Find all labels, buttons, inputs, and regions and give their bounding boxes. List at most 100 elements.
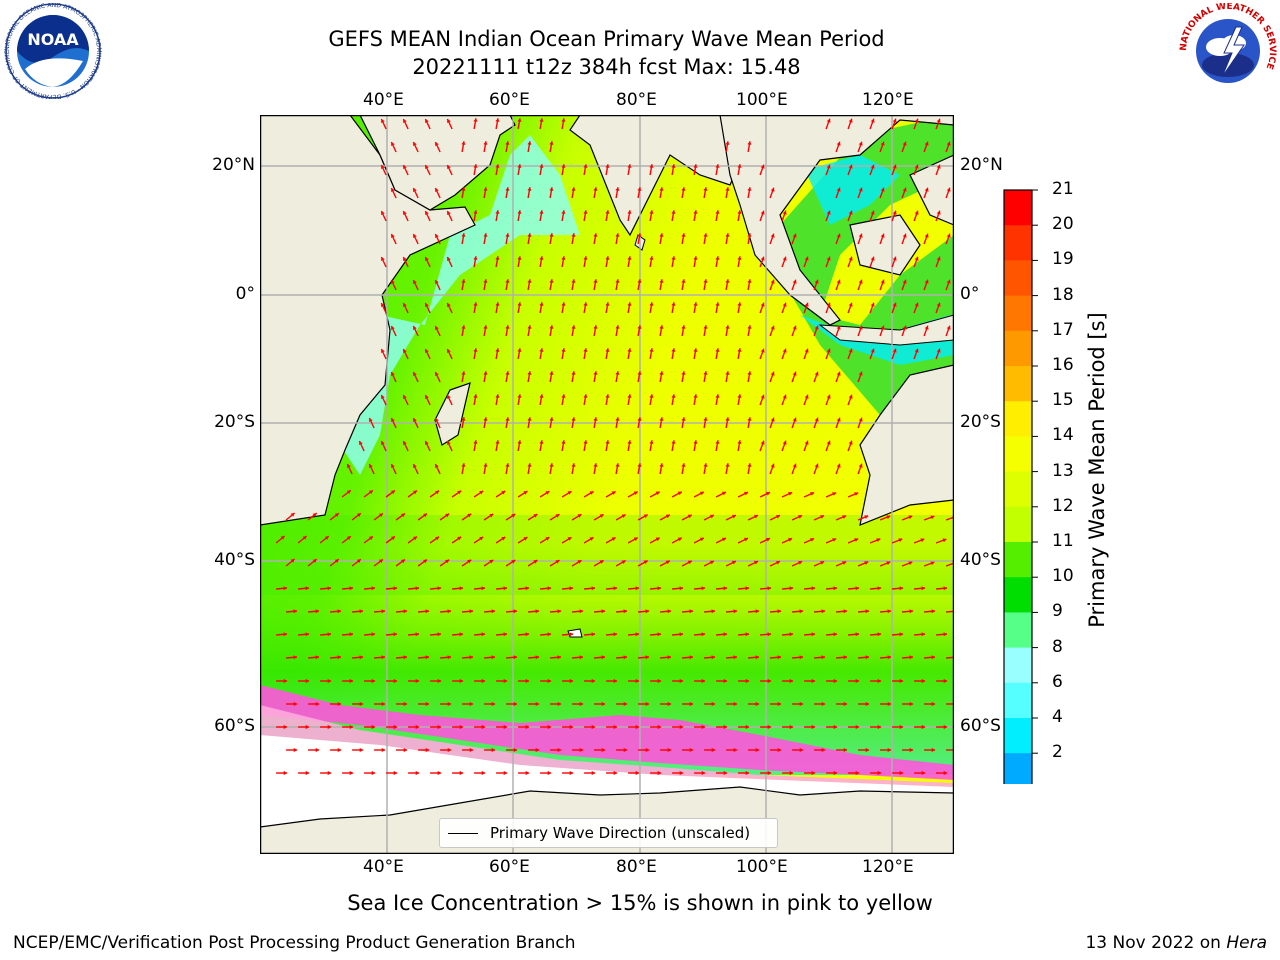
wave-direction-arrowhead (943, 724, 948, 730)
colorbar-segment (1004, 471, 1032, 508)
wave-direction-arrowhead (613, 678, 618, 684)
wave-direction-arrowhead (936, 256, 941, 261)
wave-direction-arrowhead (447, 609, 451, 614)
wave-direction-arrowhead (605, 440, 610, 444)
wave-direction-arrowhead (635, 770, 640, 776)
wave-direction-arrowhead (459, 770, 464, 776)
wave-direction-arrowhead (473, 164, 478, 168)
wave-direction-arrowhead (921, 678, 926, 684)
wave-direction-arrowhead (459, 678, 464, 684)
wave-direction-arrowhead (491, 655, 495, 660)
wave-direction-arrowhead (615, 325, 620, 329)
wave-direction-arrowhead (820, 561, 825, 565)
wave-direction-arrowhead (821, 609, 825, 614)
wave-direction-arrowhead (527, 463, 532, 467)
wave-direction-arrowhead (832, 492, 837, 496)
wave-direction-arrowhead (777, 609, 781, 614)
wave-direction-arrowhead (798, 561, 803, 565)
wave-direction-arrowhead (334, 513, 339, 517)
wave-direction-arrowhead (792, 417, 797, 422)
wave-direction-arrowhead (703, 325, 708, 329)
noaa-logo: NATIONAL OCEANIC AND ATMOSPHERIC ADMINIS… (3, 3, 102, 99)
wave-direction-arrowhead (423, 559, 427, 564)
wave-direction-arrowhead (593, 279, 598, 283)
wave-direction-arrowhead (777, 747, 782, 753)
wave-direction-arrowhead (679, 678, 684, 684)
wave-direction-arrowhead (667, 701, 672, 707)
colorbar-segment (1004, 295, 1032, 332)
wave-direction-arrowhead (391, 372, 395, 376)
wave-direction-arrow (946, 610, 954, 613)
wave-direction-arrowhead (914, 164, 919, 169)
wave-direction-arrowhead (337, 655, 341, 660)
wave-direction-arrowhead (723, 632, 727, 637)
wave-direction-arrowhead (280, 536, 285, 540)
footer-credit: NCEP/EMC/Verification Post Processing Pr… (13, 933, 576, 953)
wave-direction-arrowhead (555, 560, 560, 564)
wave-direction-arrowhead (657, 724, 662, 730)
wave-direction-arrowhead (393, 770, 398, 776)
wave-direction-arrowhead (283, 632, 287, 637)
wave-direction-arrowhead (611, 491, 616, 495)
wave-direction-arrowhead (645, 747, 650, 753)
wave-direction-arrowhead (942, 538, 947, 543)
wave-direction-arrowhead (403, 211, 407, 215)
wave-direction-arrowhead (877, 632, 881, 637)
wave-direction-arrowhead (880, 233, 885, 238)
wave-direction-arrowhead (725, 463, 730, 467)
wave-direction-arrowhead (503, 586, 507, 591)
wave-direction-arrowhead (561, 348, 566, 352)
wave-direction-arrowhead (413, 326, 417, 330)
lon-label-bottom: 80°E (616, 857, 657, 877)
wave-direction-arrowhead (505, 463, 510, 467)
noaa-logo-text: NOAA (27, 30, 79, 49)
wave-direction-arrowhead (931, 609, 935, 614)
wave-direction-arrowhead (413, 372, 417, 376)
wave-direction-arrowhead (645, 609, 649, 614)
wave-direction-arrowhead (665, 560, 670, 565)
wave-direction-arrowhead (415, 724, 420, 730)
wave-direction-arrowhead (843, 609, 847, 614)
wave-direction-arrowhead (887, 747, 892, 753)
wave-direction-arrowhead (359, 609, 363, 614)
wave-direction-arrowhead (687, 560, 692, 565)
wave-direction-arrowhead (495, 302, 500, 306)
wave-direction-arrowhead (403, 119, 407, 123)
colorbar-segment (1004, 330, 1032, 367)
wave-direction-arrowhead (814, 325, 819, 330)
wave-direction-arrowhead (589, 537, 594, 541)
wave-direction-arrowhead (811, 770, 816, 776)
wave-direction-arrowhead (611, 537, 616, 541)
wave-direction-arrowhead (745, 586, 749, 591)
wave-direction-arrowhead (836, 141, 841, 146)
wave-direction-arrowhead (637, 417, 642, 421)
wave-direction-arrowhead (467, 559, 472, 564)
wave-direction-arrowhead (811, 678, 816, 684)
wave-direction-arrowhead (864, 561, 869, 565)
wave-direction-arrowhead (561, 394, 566, 398)
wave-direction-arrowhead (754, 560, 758, 565)
wave-direction-arrowhead (892, 164, 897, 169)
wave-direction-arrowhead (413, 280, 417, 284)
wave-direction-arrowhead (848, 440, 853, 445)
wave-direction-arrowhead (623, 701, 628, 707)
wave-direction-arrowhead (671, 440, 676, 444)
wave-direction-arrowhead (481, 770, 486, 776)
wave-direction-arrowhead (649, 348, 654, 352)
wave-direction-arrowhead (483, 417, 488, 421)
wave-direction-arrowhead (403, 655, 407, 660)
wave-direction-arrowhead (836, 279, 841, 284)
wave-direction-arrowhead (699, 537, 704, 542)
colorbar-tick-label: 21 (1052, 179, 1074, 199)
wave-direction-arrowhead (767, 724, 772, 730)
wave-direction-arrowhead (369, 464, 373, 468)
wave-direction-arrowhead (687, 514, 692, 519)
wave-direction-arrowhead (723, 678, 728, 684)
wave-direction-arrowhead (447, 349, 451, 353)
wave-direction-arrowhead (523, 537, 528, 541)
wave-direction-arrowhead (854, 538, 859, 542)
nws-logo: NATIONAL WEATHER SERVICE (1179, 3, 1277, 98)
wave-direction-arrowhead (946, 187, 951, 192)
wave-direction-arrowhead (723, 770, 728, 776)
lon-label-top: 120°E (862, 90, 914, 110)
